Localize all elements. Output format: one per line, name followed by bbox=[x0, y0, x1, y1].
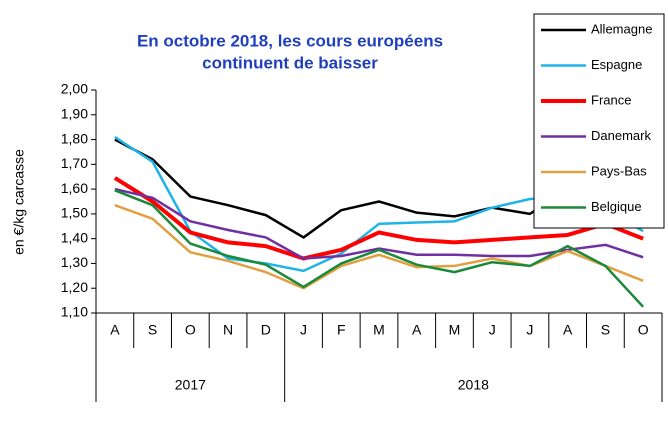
x-tick-label: N bbox=[223, 322, 233, 338]
legend-label: Allemagne bbox=[591, 21, 652, 36]
x-tick-label: M bbox=[449, 322, 461, 338]
y-tick-label: 1,80 bbox=[61, 130, 88, 146]
x-tick-label: M bbox=[373, 322, 385, 338]
legend-label: Pays-Bas bbox=[591, 163, 647, 178]
y-tick-label: 1,10 bbox=[61, 304, 88, 320]
series-line bbox=[114, 204, 644, 290]
x-group-label: 2017 bbox=[175, 377, 206, 393]
y-tick-label: 1,20 bbox=[61, 279, 88, 295]
series-line bbox=[114, 189, 645, 308]
series-line bbox=[113, 176, 644, 261]
chart-title: continuent de baisser bbox=[202, 53, 378, 72]
x-tick-label: O bbox=[638, 322, 649, 338]
y-tick-label: 2,00 bbox=[61, 81, 88, 97]
x-tick-label: O bbox=[185, 322, 196, 338]
x-tick-label: J bbox=[526, 322, 533, 338]
x-tick-label: S bbox=[601, 322, 610, 338]
x-tick-label: J bbox=[489, 322, 496, 338]
x-tick-label: D bbox=[261, 322, 271, 338]
chart-title: En octobre 2018, les cours européens bbox=[137, 31, 443, 50]
y-tick-label: 1,60 bbox=[61, 180, 88, 196]
x-tick-label: F bbox=[337, 322, 346, 338]
y-tick-label: 1,90 bbox=[61, 105, 88, 121]
x-tick-label: A bbox=[110, 322, 120, 338]
y-tick-label: 1,30 bbox=[61, 254, 88, 270]
y-tick-label: 1,70 bbox=[61, 155, 88, 171]
y-tick-label: 1,50 bbox=[61, 205, 88, 221]
x-tick-label: S bbox=[148, 322, 157, 338]
legend-label: France bbox=[591, 92, 631, 107]
legend-label: Danemark bbox=[591, 128, 651, 143]
y-axis-label: en €/kg carcasse bbox=[11, 149, 27, 255]
x-tick-label: J bbox=[300, 322, 307, 338]
legend-label: Espagne bbox=[591, 57, 642, 72]
legend-label: Belgique bbox=[591, 199, 642, 214]
legend-box bbox=[533, 13, 665, 229]
x-tick-label: A bbox=[412, 322, 422, 338]
x-tick-label: A bbox=[563, 322, 573, 338]
x-group-label: 2018 bbox=[458, 377, 489, 393]
y-tick-label: 1,40 bbox=[61, 229, 88, 245]
